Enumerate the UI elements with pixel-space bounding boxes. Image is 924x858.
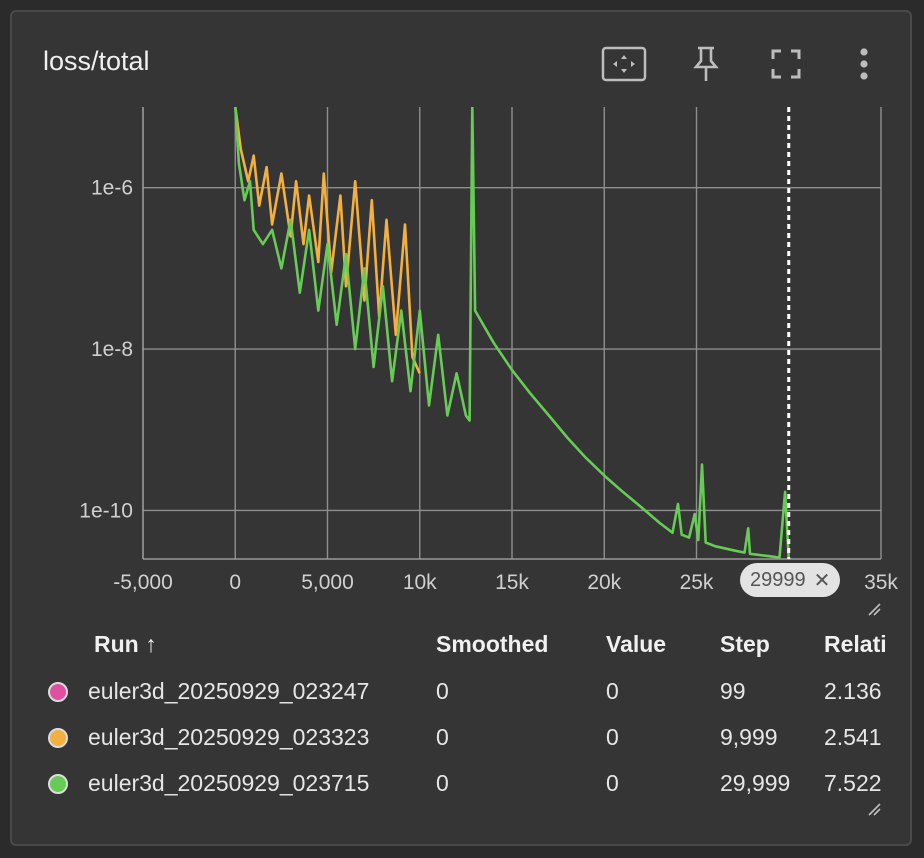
pin-button[interactable]: [682, 42, 730, 86]
run-cell-text: euler3d_20250929_023715: [88, 769, 370, 796]
run-cell: euler3d_20250929_023323: [48, 714, 436, 760]
run-color-swatch[interactable]: [48, 774, 68, 795]
hover-step-chip[interactable]: 29999 ✕: [740, 563, 841, 597]
step-cell-text: 99: [720, 677, 746, 704]
hover-step-value: 29999: [750, 568, 806, 591]
value-cell: 0: [606, 668, 720, 714]
x-tick-label: 20k: [587, 571, 621, 594]
x-tick-label: 15k: [495, 571, 529, 594]
value-cell: 0: [606, 760, 720, 806]
x-tick-label: 35k: [864, 571, 898, 594]
step-cell-text: 29,999: [720, 769, 791, 796]
smoothed-cell: 0: [436, 714, 606, 760]
smoothed-cell-text: 0: [436, 677, 449, 704]
value-header: Value: [606, 630, 667, 657]
series-line-euler3d_20250929_023323: [234, 107, 421, 374]
x-tick-label: 25k: [680, 571, 714, 594]
smoothed-cell-text: 0: [436, 723, 449, 750]
smoothed-cell-text: 0: [436, 769, 449, 796]
run-color-swatch[interactable]: [48, 682, 68, 703]
step-cell: 9,999: [720, 714, 824, 760]
series-layer: [234, 107, 790, 559]
series-line-euler3d_20250929_023715: [234, 107, 790, 559]
runs-table: Run ↑ Smoothed Value Step Relati euler3d…: [48, 620, 890, 806]
resize-handle-icon[interactable]: [867, 602, 881, 616]
run-cell: euler3d_20250929_023715: [48, 760, 436, 806]
value-cell-text: 0: [606, 769, 619, 796]
value-cell: 0: [606, 714, 720, 760]
y-tick-label: 1e-8: [91, 338, 133, 361]
step-cell-text: 9,999: [720, 723, 778, 750]
tick-labels: -5,000 0 5,000 10k 15k 20k 25k 35k 1e-6 1e-8 1e-10: [79, 177, 898, 594]
grid: [143, 107, 881, 559]
table-row[interactable]: euler3d_20250929_023715 0 0 29,999 7.522: [48, 760, 890, 806]
value-cell-text: 0: [606, 723, 619, 750]
relative-cell-text: 2.136: [824, 677, 882, 704]
x-tick-label: 5,000: [301, 571, 354, 594]
x-tick-label: -5,000: [113, 571, 173, 594]
fullscreen-icon: [771, 49, 801, 79]
step-header: Step: [720, 630, 770, 657]
fit-domain-button[interactable]: [600, 42, 648, 86]
smoothed-header: Smoothed: [436, 630, 549, 657]
axes: [142, 107, 882, 560]
resize-handle-icon[interactable]: [867, 802, 881, 816]
run-cell-text: euler3d_20250929_023323: [88, 723, 370, 750]
y-tick-label: 1e-6: [91, 177, 133, 200]
relative-cell-text: 7.522: [824, 769, 882, 796]
run-cell-text: euler3d_20250929_023247: [88, 677, 370, 704]
run-color-swatch[interactable]: [48, 728, 68, 749]
card-title: loss/total: [43, 46, 150, 76]
y-tick-label: 1e-10: [79, 499, 133, 522]
relative-cell: 2.136: [824, 668, 890, 714]
more-menu-button[interactable]: [842, 42, 886, 86]
scalar-card: loss/total -5,000 0 5,000 10k 15k 20k 25k 35k 1e…: [10, 10, 912, 846]
table-row[interactable]: euler3d_20250929_023247 0 0 99 2.136: [48, 668, 890, 714]
value-cell-text: 0: [606, 677, 619, 704]
x-tick-label: 0: [229, 571, 241, 594]
relative-cell: 2.541: [824, 714, 890, 760]
close-icon[interactable]: ✕: [813, 569, 831, 592]
run-cell: euler3d_20250929_023247: [48, 668, 436, 714]
fit-domain-icon: [601, 46, 647, 82]
line-chart[interactable]: -5,000 0 5,000 10k 15k 20k 25k 35k 1e-6 1e-8 1e-10: [12, 107, 914, 617]
smoothed-cell: 0: [436, 760, 606, 806]
pin-icon: [693, 46, 719, 81]
smoothed-cell: 0: [436, 668, 606, 714]
step-cell: 29,999: [720, 760, 824, 806]
relative-cell: 7.522: [824, 760, 890, 806]
step-cell: 99: [720, 668, 824, 714]
more-vert-icon: [860, 48, 868, 80]
fullscreen-button[interactable]: [762, 42, 810, 86]
table-row[interactable]: euler3d_20250929_023323 0 0 9,999 2.541: [48, 714, 890, 760]
sort-run-header[interactable]: Run ↑: [94, 630, 157, 657]
relative-cell-text: 2.541: [824, 723, 882, 750]
relative-header: Relati: [824, 630, 887, 657]
x-tick-label: 10k: [403, 571, 437, 594]
